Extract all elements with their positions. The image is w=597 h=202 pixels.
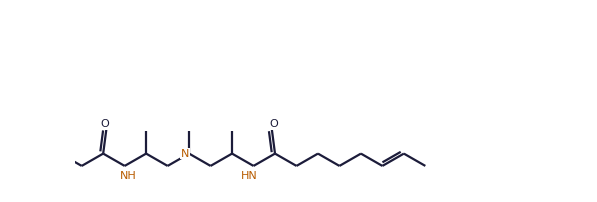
Text: O: O (100, 119, 109, 129)
Text: HN: HN (241, 171, 258, 181)
Text: NH: NH (120, 171, 137, 181)
Text: O: O (269, 119, 278, 129)
Text: N: N (181, 149, 189, 159)
